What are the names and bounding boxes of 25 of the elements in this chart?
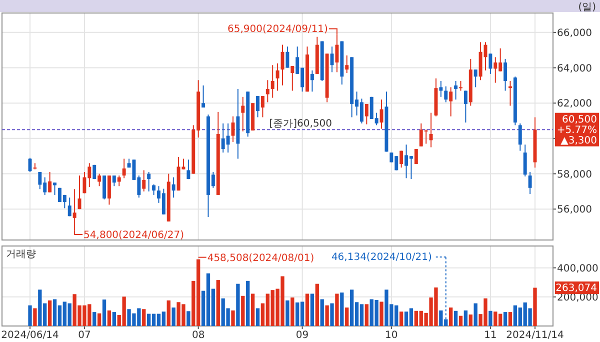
x-tick-label: 10 — [385, 330, 398, 341]
text: 263,074 — [556, 282, 597, 294]
annotation: 54,800(2024/06/27) — [84, 230, 184, 241]
ref-line-label: [종가]60,500 — [269, 118, 332, 130]
y-tick-label: 58,000 — [557, 169, 592, 180]
y-tick-label: 62,000 — [557, 98, 592, 110]
x-tick-label: 2024/11/14 — [506, 330, 564, 341]
y-tick-label: 66,000 — [557, 28, 592, 39]
y-tick-label: 400,000 — [557, 263, 598, 274]
annotation: 458,508(2024/08/01) — [207, 252, 314, 264]
text: 60,500 — [562, 114, 597, 126]
y-tick-label: 64,000 — [557, 63, 592, 74]
annotation: 65,900(2024/09/11) — [228, 24, 328, 36]
text: (일) — [578, 2, 596, 13]
x-tick-label: 07 — [78, 330, 91, 341]
x-tick-label: 2024/06/14 — [1, 330, 59, 341]
x-tick-label: 09 — [296, 330, 309, 341]
y-tick-label: 56,000 — [557, 204, 592, 216]
y-tick-label: 200,000 — [557, 292, 598, 304]
x-tick-label: 11 — [484, 330, 497, 341]
chart-title: 거래량 — [6, 249, 36, 260]
x-tick-label: 08 — [192, 330, 205, 341]
annotation: 46,134(2024/10/21) — [331, 252, 432, 263]
text: ▲3,300 — [560, 135, 597, 146]
text: +5.77% — [556, 124, 597, 136]
